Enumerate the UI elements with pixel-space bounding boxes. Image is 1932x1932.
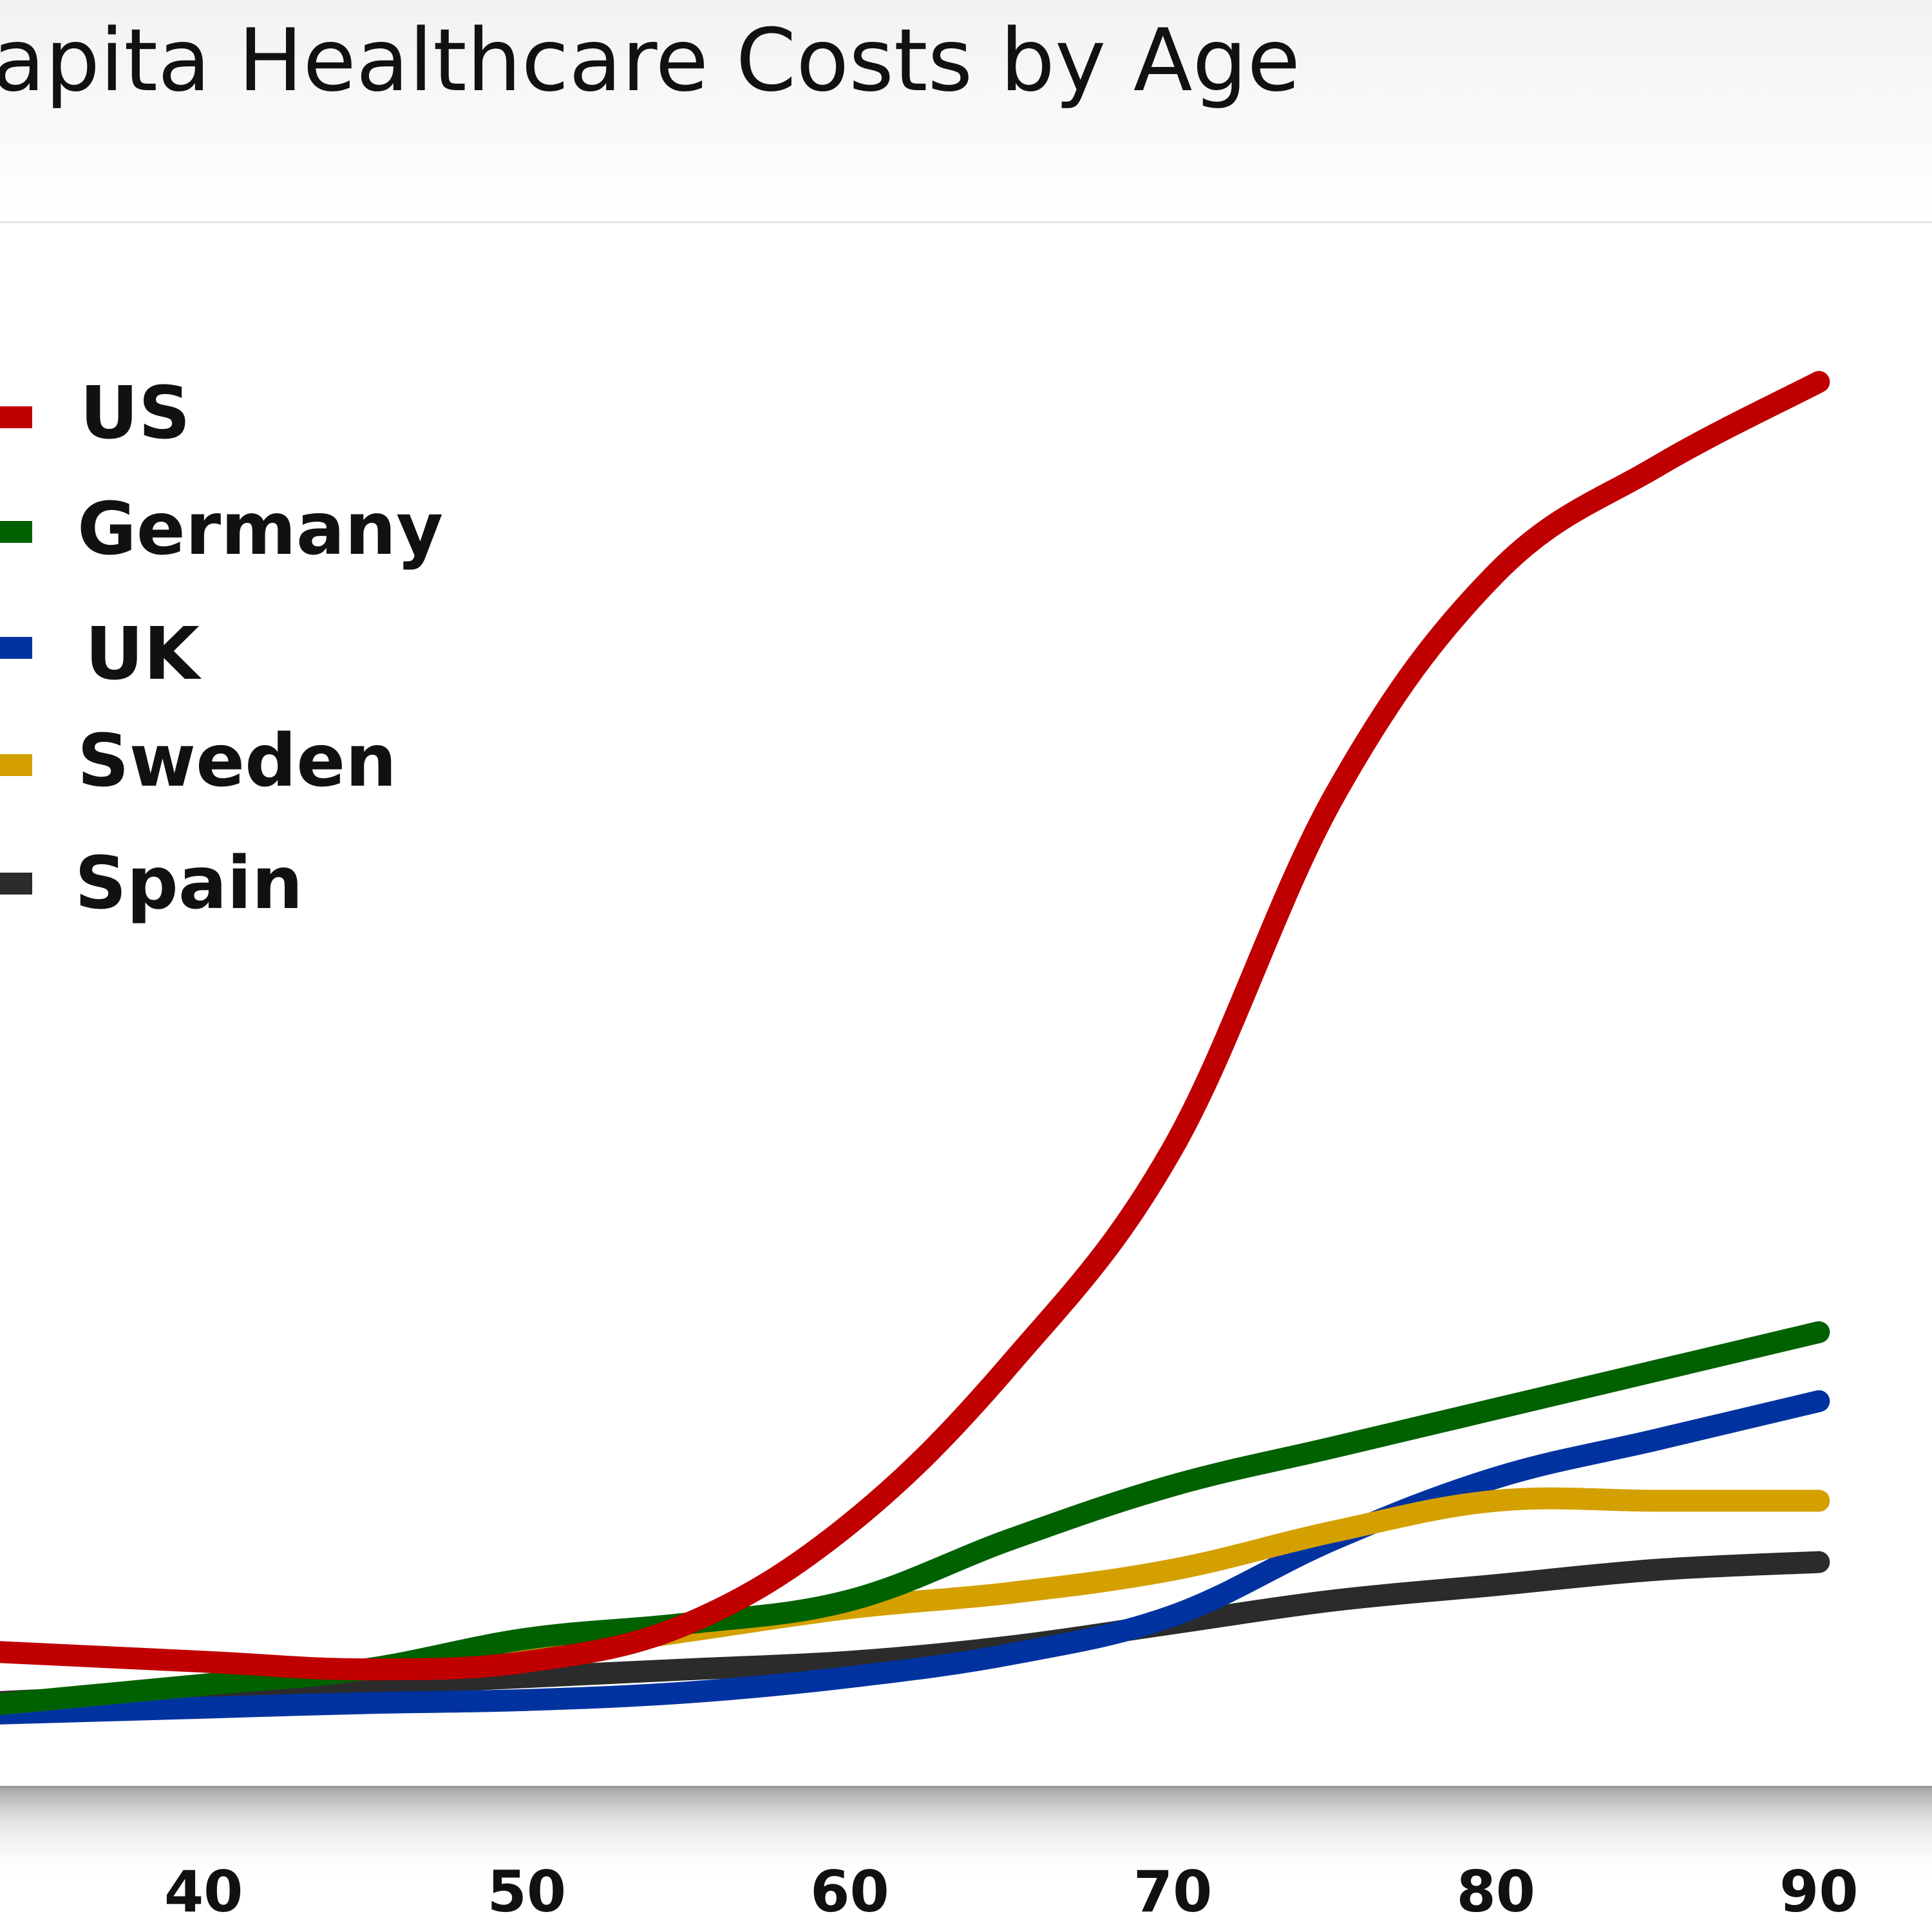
legend-label-germany: Germany — [77, 488, 443, 571]
x-tick-label-80: 80 — [1457, 1859, 1535, 1925]
legend-item-uk: UK — [0, 612, 202, 696]
legend-item-germany: Germany — [0, 488, 443, 571]
series-line-uk — [0, 1390, 1830, 1725]
series-layer — [0, 371, 1830, 1725]
x-tick-label-70: 70 — [1133, 1859, 1212, 1925]
x-axis-ticks: 40 50 60 70 80 90 — [164, 1859, 1859, 1925]
chart-title: apita Healthcare Costs by Age — [0, 10, 1300, 111]
x-tick-label-90: 90 — [1779, 1859, 1858, 1925]
axis-shadow — [0, 1788, 1932, 1885]
title-band — [0, 0, 1932, 219]
legend-label-spain: Spain — [75, 842, 303, 925]
legend-item-sweden: Sweden — [0, 719, 397, 803]
legend: US Germany UK Sweden Spain — [0, 372, 443, 925]
legend-label-us: US — [80, 372, 191, 455]
x-tick-label-60: 60 — [810, 1859, 889, 1925]
legend-label-uk: UK — [85, 612, 202, 696]
x-tick-label-50: 50 — [488, 1859, 566, 1925]
legend-item-us: US — [0, 372, 191, 455]
legend-item-spain: Spain — [0, 842, 303, 925]
series-line-spain — [0, 1551, 1830, 1713]
series-line-us — [0, 371, 1830, 1681]
legend-label-sweden: Sweden — [77, 719, 397, 803]
x-tick-label-40: 40 — [164, 1859, 243, 1925]
